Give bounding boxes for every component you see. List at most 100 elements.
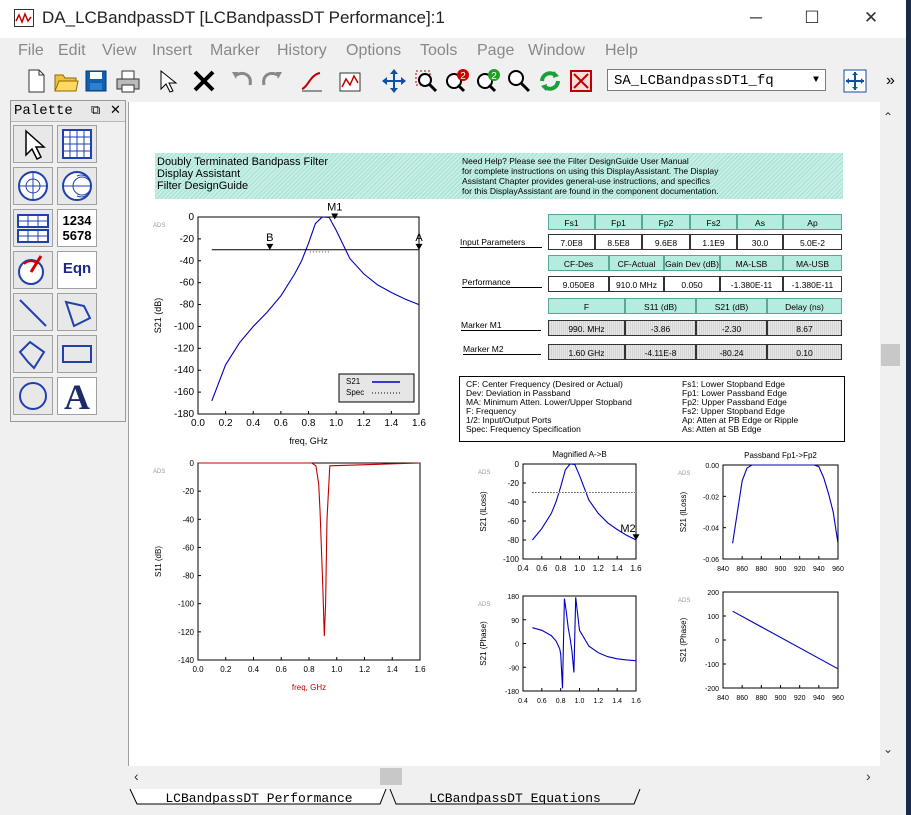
palette-stack-plot-tool[interactable] xyxy=(13,209,53,247)
vertical-scrollbar[interactable]: ⌃ ⌄ xyxy=(880,102,901,766)
pointer-icon xyxy=(25,129,46,161)
scroll-up-icon[interactable]: ⌃ xyxy=(883,110,894,124)
palette-text-tool[interactable]: A xyxy=(57,377,97,417)
menu-window[interactable]: Window xyxy=(528,42,585,59)
app-icon xyxy=(14,9,34,27)
marker-header-cell: S21 (dB) xyxy=(696,298,767,314)
header-title-3: Filter DesignGuide xyxy=(157,180,249,192)
svg-text:2: 2 xyxy=(460,71,466,82)
horizontal-scrollbar[interactable]: ‹ › xyxy=(128,766,880,788)
performance-value-cell: 0.050 xyxy=(664,276,720,292)
legend-note: Fs1: Lower Stopband Edge xyxy=(682,379,786,389)
tab-equations[interactable]: LCBandpassDT Equations xyxy=(429,791,601,806)
palette-panel: Palette ⧉ ✕ 1234 5678 Eqn A xyxy=(10,100,126,422)
refresh-icon[interactable] xyxy=(536,67,564,95)
dock-icon[interactable]: ⧉ xyxy=(91,102,101,117)
select-pointer-icon[interactable] xyxy=(152,67,180,95)
marker-m2-cell: -80.24 xyxy=(696,344,767,360)
dataset-combo[interactable]: SA_LCBandpassDT1_fq ▼ xyxy=(607,69,826,91)
input-value-cell: 8.5E8 xyxy=(595,234,642,250)
input-value-cell: 9.6E8 xyxy=(642,234,690,250)
marker-m2-cell: -4.11E-8 xyxy=(625,344,696,360)
palette-line-tool[interactable] xyxy=(13,293,53,331)
palette-rectangle-tool[interactable] xyxy=(57,335,97,373)
menu-bar: File Edit View Insert Marker History Opt… xyxy=(0,38,906,64)
fit-view-icon[interactable] xyxy=(841,67,869,95)
stop-icon[interactable] xyxy=(567,67,595,95)
palette-list-tool[interactable]: 1234 5678 xyxy=(57,209,97,247)
palette-rect-plot-tool[interactable] xyxy=(57,125,97,163)
palette-polar-tool[interactable] xyxy=(13,167,53,205)
header-banner: Doubly Terminated Bandpass Filter Displa… xyxy=(155,153,843,199)
palette-polyline-tool[interactable] xyxy=(57,293,97,331)
header-title-2: Display Assistant xyxy=(157,168,241,180)
input-value-cell: 7.0E8 xyxy=(548,234,595,250)
input-header-cell: Fp1 xyxy=(595,214,642,230)
input-label-underline xyxy=(460,247,542,248)
palette-list-numbers-2: 5678 xyxy=(62,228,92,243)
close-button[interactable]: ✕ xyxy=(863,8,879,27)
palette-smith-tool[interactable] xyxy=(57,167,97,205)
antenna-icon xyxy=(18,255,44,285)
input-value-cell: 5.0E-2 xyxy=(783,234,842,250)
vertical-scroll-thumb[interactable] xyxy=(881,344,900,366)
redo-icon[interactable] xyxy=(258,67,286,95)
menu-tools[interactable]: Tools xyxy=(420,42,458,59)
maximize-button[interactable]: ☐ xyxy=(804,8,820,27)
menu-options[interactable]: Options xyxy=(346,42,402,59)
new-file-icon[interactable] xyxy=(22,67,50,95)
polar-plot-icon xyxy=(18,171,48,201)
menu-marker[interactable]: Marker xyxy=(210,42,260,59)
input-parameters-label: Input Parameters xyxy=(460,237,526,247)
input-header-cell: Fs1 xyxy=(548,214,595,230)
window-title: DA_LCBandpassDT [LCBandpassDT Performanc… xyxy=(42,8,445,27)
toolbar-overflow[interactable]: » xyxy=(886,72,895,89)
palette-circle-tool[interactable] xyxy=(13,377,53,415)
tab-performance[interactable]: LCBandpassDT Performance xyxy=(165,791,353,806)
menu-insert[interactable]: Insert xyxy=(152,42,193,59)
menu-help[interactable]: Help xyxy=(605,42,638,59)
marker-m1-label: Marker M1 xyxy=(461,320,502,330)
header-help-1: Need Help? Please see the Filter DesignG… xyxy=(462,156,689,166)
zoom-icon[interactable] xyxy=(505,67,533,95)
marker-header-cell: F xyxy=(548,298,625,314)
palette-close-icon[interactable]: ✕ xyxy=(110,102,121,117)
menu-file[interactable]: File xyxy=(18,42,44,59)
zoom-out-2x-icon[interactable]: 2 xyxy=(474,67,502,95)
menu-edit[interactable]: Edit xyxy=(58,42,86,59)
print-icon[interactable] xyxy=(114,67,142,95)
palette-select-tool[interactable] xyxy=(13,125,53,163)
marker-m1-cell: 8.67 xyxy=(767,320,842,336)
scroll-right-icon[interactable]: › xyxy=(866,768,871,784)
header-title-1: Doubly Terminated Bandpass Filter xyxy=(157,156,328,168)
line-icon xyxy=(19,299,47,327)
delete-icon[interactable] xyxy=(190,67,218,95)
header-help-2: for complete instructions on using this … xyxy=(462,166,719,176)
smith-chart-icon xyxy=(62,171,92,201)
m2-label-underline xyxy=(463,354,541,355)
undo-icon[interactable] xyxy=(228,67,256,95)
legend-note: Ap: Atten at PB Edge or Ripple xyxy=(682,415,799,425)
move-view-icon[interactable] xyxy=(380,67,408,95)
scroll-left-icon[interactable]: ‹ xyxy=(134,768,139,784)
open-folder-icon[interactable] xyxy=(52,67,80,95)
menu-page[interactable]: Page xyxy=(477,42,515,59)
minimize-button[interactable]: ─ xyxy=(749,8,763,27)
marker-m2-cell: 0.10 xyxy=(767,344,842,360)
save-icon[interactable] xyxy=(82,67,110,95)
abbreviation-legend: CF: Center Frequency (Desired or Actual)… xyxy=(459,376,845,442)
plot-trace-icon[interactable] xyxy=(336,67,364,95)
performance-header-cell: MA-LSB xyxy=(720,255,783,271)
menu-history[interactable]: History xyxy=(277,42,327,59)
scroll-down-icon[interactable]: ⌄ xyxy=(883,742,894,756)
palette-title: Palette xyxy=(14,103,73,119)
legend-note: 1/2: Input/Output Ports xyxy=(466,415,552,425)
marker-tool-icon[interactable] xyxy=(298,67,326,95)
zoom-area-icon[interactable] xyxy=(412,67,440,95)
palette-antenna-tool[interactable] xyxy=(13,251,53,289)
menu-view[interactable]: View xyxy=(102,42,137,59)
zoom-in-2x-icon[interactable]: 2 xyxy=(443,67,471,95)
horizontal-scroll-thumb[interactable] xyxy=(380,768,402,785)
palette-equation-tool[interactable]: Eqn xyxy=(57,251,97,289)
palette-polygon-tool[interactable] xyxy=(13,335,53,373)
